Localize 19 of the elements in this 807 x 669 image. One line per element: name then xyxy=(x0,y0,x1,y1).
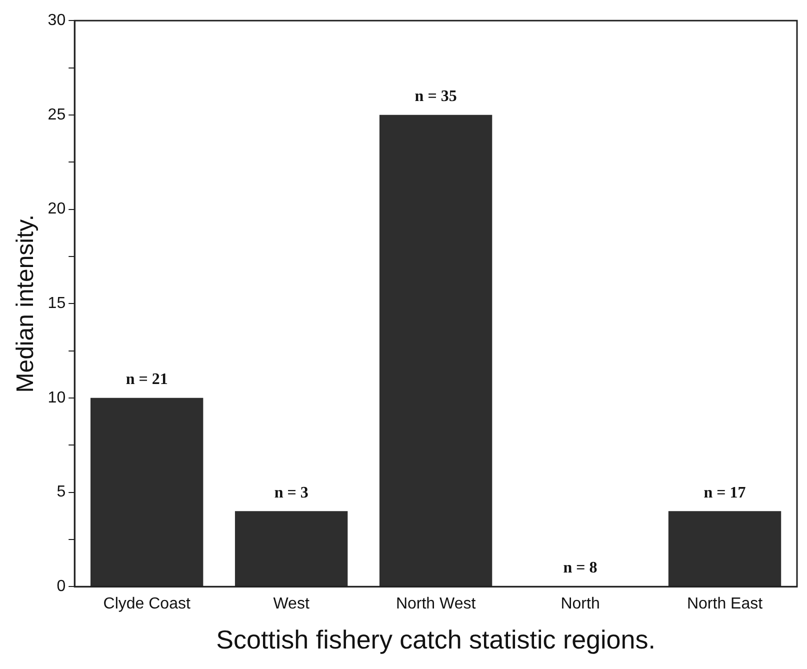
annotation: n = 17 xyxy=(704,484,746,502)
annotation: n = 8 xyxy=(563,560,598,577)
y-tick-label: 20 xyxy=(48,200,66,218)
y-tick-label: 30 xyxy=(48,12,66,30)
x-tick-label: North East xyxy=(686,596,764,613)
y-tick-label: 0 xyxy=(56,578,66,596)
x-tick-label: West xyxy=(273,596,310,613)
x-tick-label: North xyxy=(560,596,600,613)
y-tick-label: 10 xyxy=(48,389,66,406)
y-tick-label: 25 xyxy=(48,106,66,124)
x-axis-title: Scottish fishery catch statistic regions. xyxy=(216,624,656,655)
annotation: n = 3 xyxy=(274,484,308,502)
y-tick-label: 5 xyxy=(56,484,66,501)
annotation: n = 35 xyxy=(414,88,457,106)
y-axis-title: Median intensity. xyxy=(12,214,40,393)
x-tick-label: Clyde Coast xyxy=(103,596,191,613)
y-tick-label: 15 xyxy=(48,295,66,312)
annotation: n = 21 xyxy=(126,371,168,388)
x-tick-label: North West xyxy=(396,596,476,613)
